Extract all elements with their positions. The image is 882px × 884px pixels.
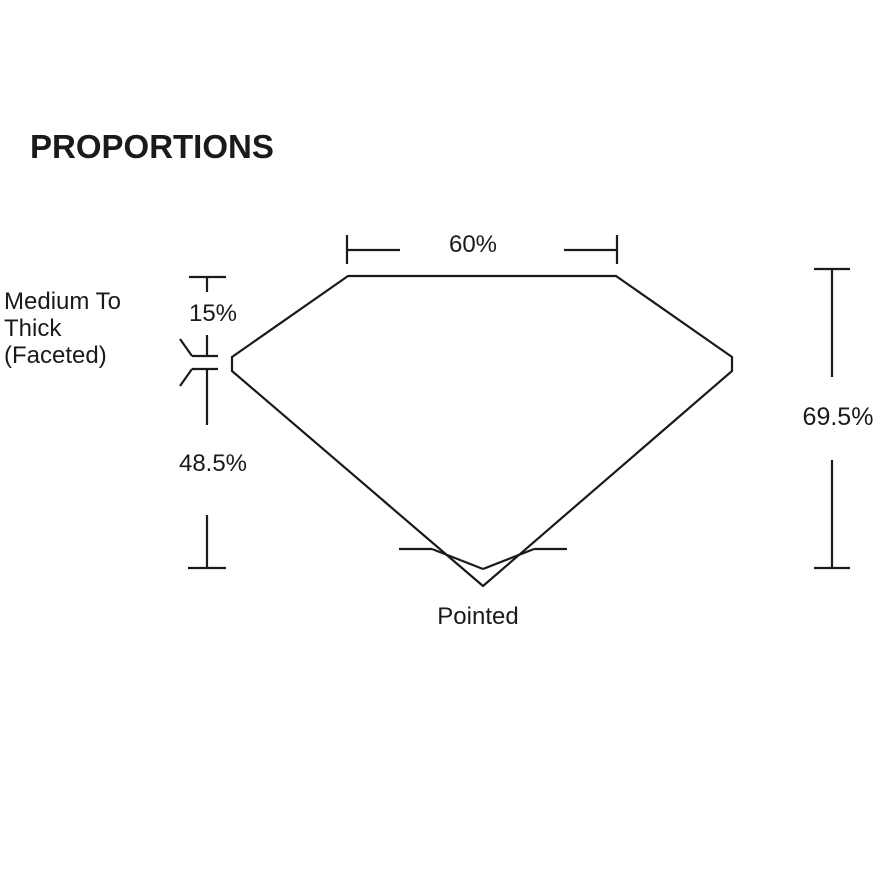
svg-text:60%: 60% [449,231,497,258]
svg-text:69.5%: 69.5% [803,403,874,431]
svg-text:Pointed: Pointed [437,603,518,630]
svg-text:15%: 15% [189,300,237,327]
svg-text:48.5%: 48.5% [179,450,247,477]
